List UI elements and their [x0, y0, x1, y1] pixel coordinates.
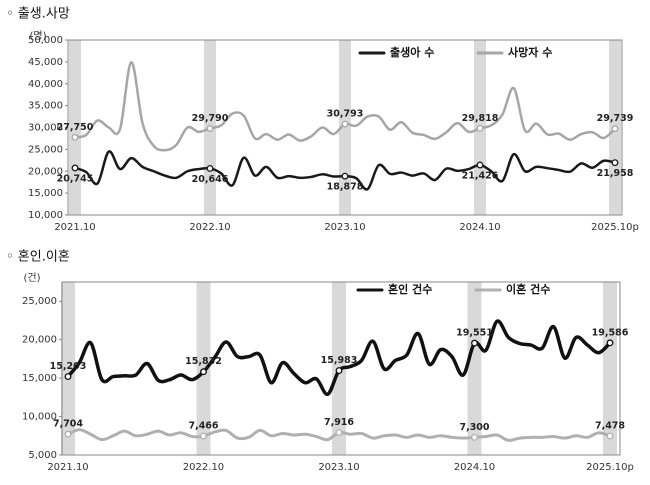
data-label: 21,426: [462, 171, 499, 182]
data-point: [341, 172, 349, 180]
data-label: 15,203: [50, 361, 87, 372]
x-tick-label: 2024.10: [454, 462, 495, 473]
x-tick-label: 2023.10: [324, 222, 365, 233]
data-point: [606, 432, 614, 440]
y-tick-label: 50,000: [28, 35, 63, 46]
data-label: 18,878: [327, 182, 364, 193]
plot-frame: [61, 281, 621, 456]
data-point: [606, 339, 614, 347]
x-tick-label: 2025.10p: [586, 462, 634, 473]
legend-label: 혼인 건수: [388, 282, 432, 296]
data-point: [471, 433, 478, 441]
y-tick-label: 15,000: [22, 373, 57, 384]
x-tick-label: 2024.10: [459, 222, 500, 233]
data-label: 15,983: [321, 355, 358, 366]
data-point: [611, 159, 619, 167]
data-point: [335, 429, 343, 437]
x-tick-label: 2022.10: [183, 462, 224, 473]
data-label: 15,832: [185, 356, 222, 367]
data-label: 20,745: [57, 173, 94, 184]
data-point: [476, 124, 484, 132]
data-point: [611, 125, 619, 133]
y-axis-unit: (건): [23, 272, 40, 284]
data-point: [64, 430, 72, 438]
y-axis-unit: (명): [29, 30, 46, 42]
x-tick-label: 2022.10: [189, 222, 230, 233]
y-tick-label: 10,000: [22, 412, 57, 423]
legend-label: 이혼 건수: [506, 282, 550, 296]
data-label: 19,551: [456, 328, 493, 339]
data-label: 21,958: [597, 168, 634, 179]
chart-panel: ◦ 혼인.이혼 2021.10 2022.10 2023.10 2024.10 2025.…: [6, 250, 634, 474]
data-point: [64, 373, 72, 381]
data-label: 7,466: [188, 421, 218, 432]
legend-label: 사망자 수: [508, 45, 552, 59]
chart-panel: ◦ 출생.사망 2021.10 2022.10 2023.10 2024.10 2025.…: [6, 7, 639, 234]
chart-title: ◦ 출생.사망: [6, 7, 70, 22]
x-tick-label: 2025.10p: [591, 222, 639, 233]
data-label: 7,916: [324, 417, 354, 428]
period-band: [69, 40, 81, 215]
y-tick-label: 5,000: [28, 450, 57, 461]
data-label: 29,739: [597, 113, 634, 124]
legend-label: 출생아 수: [390, 45, 434, 59]
y-tick-label: 25,000: [22, 296, 57, 307]
data-point: [476, 161, 484, 169]
data-label: 20,646: [192, 174, 229, 185]
data-point: [71, 164, 79, 172]
data-label: 29,790: [192, 113, 229, 124]
data-point: [206, 164, 214, 172]
data-label: 19,586: [592, 327, 629, 338]
y-tick-label: 30,000: [28, 123, 63, 134]
data-point: [200, 432, 207, 440]
period-band: [339, 40, 351, 215]
y-tick-label: 40,000: [28, 79, 63, 90]
y-tick-label: 20,000: [28, 166, 63, 177]
data-point: [471, 339, 478, 347]
y-tick-label: 20,000: [22, 335, 57, 346]
period-band: [467, 282, 482, 455]
y-tick-label: 35,000: [28, 101, 63, 112]
data-label: 7,704: [53, 419, 83, 430]
x-tick-label: 2023.10: [318, 462, 359, 473]
chart-title: ◦ 혼인.이혼: [6, 250, 70, 265]
y-tick-label: 10,000: [28, 210, 63, 221]
data-label: 7,478: [595, 420, 625, 431]
period-band: [61, 282, 75, 455]
data-label: 29,818: [462, 113, 499, 124]
y-tick-label: 25,000: [28, 144, 63, 155]
y-tick-label: 45,000: [28, 57, 63, 68]
x-tick-label: 2021.10: [54, 222, 95, 233]
period-band: [603, 282, 617, 455]
data-point: [206, 124, 214, 132]
x-tick-label: 2021.10: [47, 462, 88, 473]
data-label: 7,300: [459, 422, 489, 433]
data-point: [341, 120, 349, 128]
data-point: [200, 368, 207, 376]
y-tick-label: 15,000: [28, 188, 63, 199]
data-point: [335, 367, 343, 375]
data-point: [71, 133, 79, 141]
data-label: 27,750: [57, 122, 94, 133]
data-label: 30,793: [327, 109, 364, 120]
